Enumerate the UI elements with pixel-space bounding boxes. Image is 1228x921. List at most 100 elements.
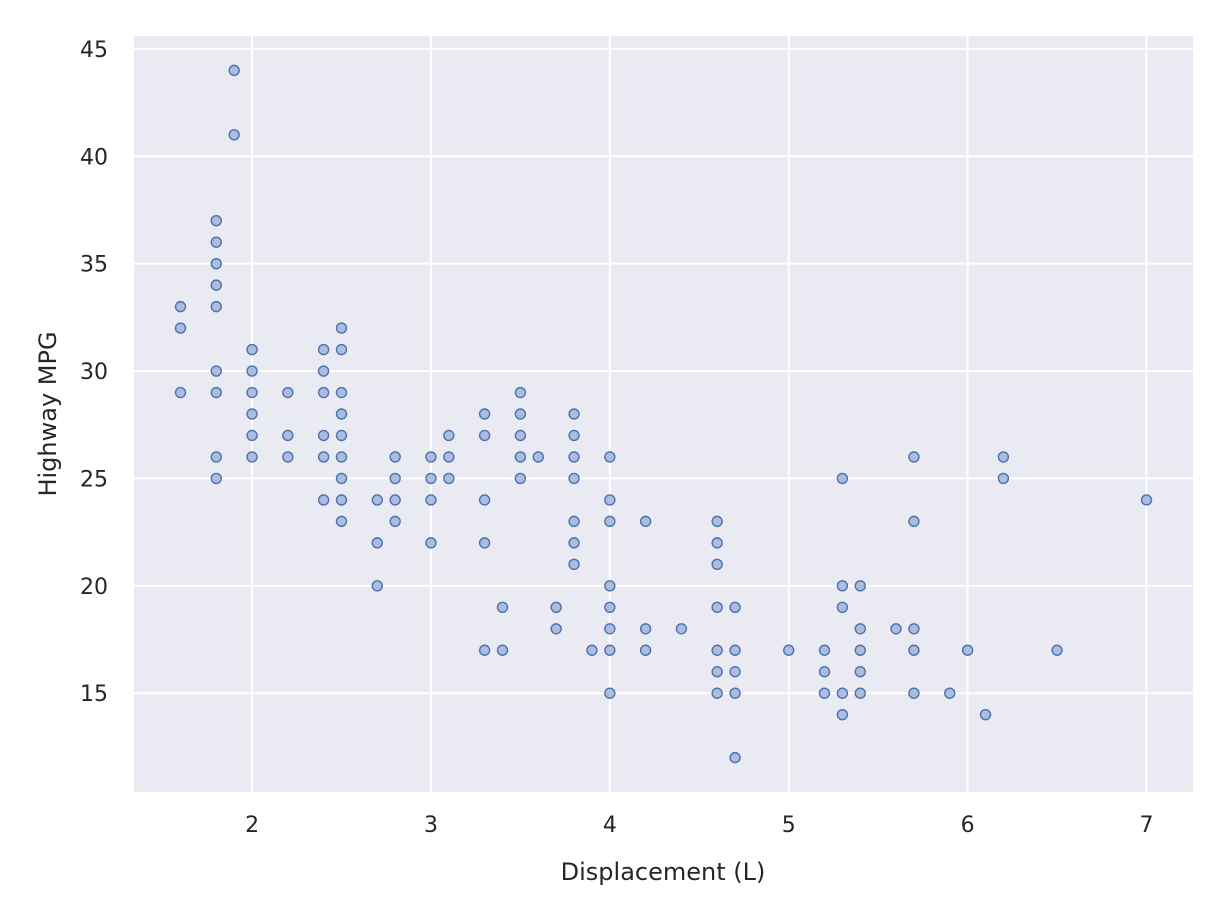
data-point — [532, 451, 544, 463]
data-point — [478, 537, 491, 549]
data-point — [854, 687, 866, 699]
data-point — [568, 472, 580, 485]
data-point — [908, 451, 920, 463]
data-point — [568, 408, 580, 420]
data-point — [514, 472, 527, 485]
data-point — [317, 429, 330, 442]
data-point — [675, 623, 688, 635]
data-point — [210, 215, 222, 227]
data-point — [210, 279, 222, 291]
data-point — [818, 644, 831, 656]
data-points — [174, 64, 1153, 764]
data-point — [317, 451, 330, 463]
data-point — [282, 429, 294, 442]
data-point — [443, 429, 455, 442]
data-point — [478, 494, 491, 506]
y-tick-label: 40 — [80, 145, 108, 170]
data-point — [836, 472, 849, 485]
data-point — [639, 515, 652, 528]
data-point — [174, 322, 187, 334]
data-point — [568, 451, 580, 463]
data-point — [335, 408, 348, 420]
data-point — [979, 708, 992, 721]
data-point — [568, 537, 580, 549]
data-point — [908, 623, 920, 635]
plot-area — [134, 36, 1193, 792]
x-tick-label: 3 — [424, 813, 438, 838]
data-point — [246, 365, 258, 377]
data-point — [711, 644, 723, 656]
data-point — [1051, 644, 1063, 656]
y-tick-label: 45 — [80, 38, 108, 63]
data-point — [729, 601, 741, 613]
data-point — [854, 666, 866, 678]
data-point — [335, 472, 348, 485]
y-axis-label: Highway MPG — [34, 331, 62, 496]
data-point — [317, 365, 330, 377]
data-point — [568, 558, 580, 571]
data-point — [371, 580, 383, 592]
data-point — [997, 451, 1010, 463]
data-point — [514, 429, 527, 442]
data-point — [389, 515, 401, 528]
data-point — [246, 386, 258, 399]
data-point — [335, 386, 348, 399]
data-point — [1140, 494, 1153, 506]
data-point — [210, 472, 222, 485]
data-point — [246, 429, 258, 442]
data-point — [836, 708, 849, 721]
y-tick-label: 25 — [80, 467, 108, 492]
data-point — [371, 537, 383, 549]
data-point — [246, 451, 258, 463]
data-point — [317, 494, 330, 506]
data-point — [711, 666, 723, 678]
data-point — [335, 451, 348, 463]
data-point — [389, 451, 401, 463]
data-point — [711, 558, 723, 571]
data-point — [908, 515, 920, 528]
data-point — [317, 386, 330, 399]
data-point — [639, 644, 652, 656]
x-axis-ticks: 2 3 4 5 6 7 — [245, 813, 1153, 838]
data-point — [210, 386, 222, 399]
data-point — [604, 623, 616, 635]
data-point — [854, 644, 866, 656]
data-point — [997, 472, 1010, 485]
data-point — [246, 343, 258, 356]
data-point — [246, 408, 258, 420]
data-point — [961, 644, 974, 656]
data-point — [604, 644, 616, 656]
data-point — [210, 257, 222, 270]
data-point — [335, 322, 348, 334]
data-point — [174, 300, 187, 313]
data-point — [908, 644, 920, 656]
data-point — [210, 451, 222, 463]
x-tick-label: 2 — [245, 813, 259, 838]
data-point — [836, 687, 849, 699]
data-point — [854, 580, 866, 592]
data-point — [478, 644, 491, 656]
data-point — [228, 64, 240, 77]
data-point — [514, 408, 527, 420]
data-point — [210, 236, 222, 248]
data-point — [818, 666, 831, 678]
data-point — [604, 494, 616, 506]
data-point — [944, 687, 956, 699]
data-point — [514, 451, 527, 463]
data-point — [908, 687, 920, 699]
x-tick-label: 6 — [961, 813, 975, 838]
data-point — [711, 601, 723, 613]
data-point — [371, 494, 383, 506]
y-tick-label: 30 — [80, 360, 108, 385]
data-point — [604, 451, 616, 463]
data-point — [478, 429, 491, 442]
data-point — [729, 751, 741, 764]
data-point — [425, 537, 437, 549]
x-tick-label: 5 — [782, 813, 796, 838]
data-point — [425, 451, 437, 463]
data-point — [389, 472, 401, 485]
data-point — [425, 494, 437, 506]
data-point — [854, 623, 866, 635]
data-point — [174, 386, 187, 399]
